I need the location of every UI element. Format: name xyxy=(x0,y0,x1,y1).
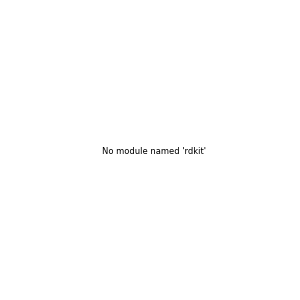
Text: No module named 'rdkit': No module named 'rdkit' xyxy=(102,147,206,156)
